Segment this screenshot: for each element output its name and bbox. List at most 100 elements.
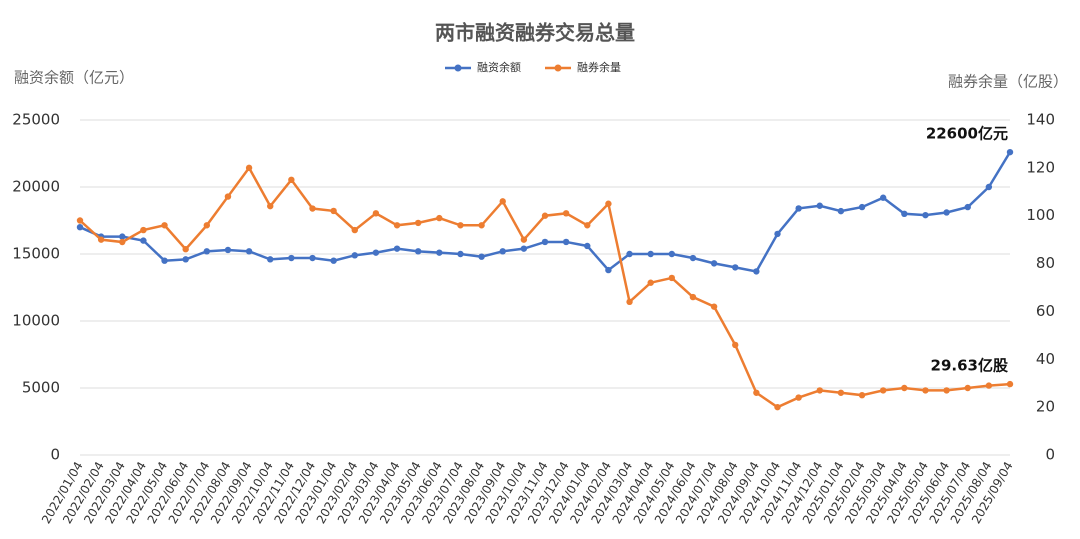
point: [985, 183, 993, 191]
point: [182, 246, 189, 253]
y-tick-label: 25000: [12, 111, 60, 129]
point: [689, 254, 697, 262]
point: [901, 384, 908, 392]
point: [119, 238, 126, 246]
point: [267, 202, 274, 210]
point: [605, 266, 612, 274]
y2-tick-label: 120: [1026, 158, 1055, 176]
point: [753, 389, 760, 396]
y-tick-label: 15000: [12, 245, 60, 263]
point: [584, 242, 591, 250]
point: [901, 210, 908, 217]
point: [964, 384, 971, 392]
y-tick-label: 10000: [12, 312, 60, 330]
legend-marker: [554, 64, 562, 72]
end-label: 22600亿元: [926, 125, 1008, 143]
point: [393, 222, 401, 229]
point: [351, 226, 358, 234]
point: [457, 222, 464, 229]
point: [330, 257, 337, 264]
point: [203, 248, 211, 255]
point: [879, 194, 887, 201]
point: [541, 212, 549, 219]
point: [457, 250, 464, 258]
point: [140, 226, 147, 234]
point: [499, 198, 506, 205]
point: [393, 245, 401, 252]
point: [795, 205, 802, 212]
point: [858, 391, 866, 399]
legend-label: 融资余额: [477, 60, 521, 74]
y2-tick-label: 40: [1036, 350, 1055, 368]
point: [245, 248, 253, 255]
point: [1006, 148, 1014, 156]
point: [774, 230, 781, 238]
point: [203, 222, 211, 229]
point: [372, 249, 380, 256]
point: [647, 279, 654, 286]
point: [562, 210, 570, 217]
point: [478, 222, 485, 229]
point: [626, 250, 633, 258]
point: [436, 214, 443, 222]
point: [414, 219, 422, 227]
point: [668, 250, 676, 258]
point: [753, 268, 760, 275]
y2-tick-label: 20: [1036, 398, 1055, 416]
point: [858, 203, 866, 211]
y2-tick-label: 80: [1036, 254, 1055, 272]
point: [710, 260, 718, 267]
point: [119, 233, 126, 240]
point: [245, 164, 253, 172]
point: [647, 250, 654, 258]
point: [943, 387, 950, 394]
point: [478, 253, 485, 260]
point: [774, 403, 781, 411]
point: [351, 252, 358, 259]
point: [879, 387, 887, 394]
point: [288, 254, 295, 262]
point: [816, 387, 823, 394]
legend-marker: [454, 64, 462, 72]
y2-axis-title: 融券余量（亿股）: [948, 73, 1068, 91]
point: [605, 200, 612, 207]
point: [520, 245, 528, 252]
point: [668, 274, 676, 282]
point: [541, 238, 549, 246]
legend-label: 融券余量: [577, 60, 621, 74]
point: [710, 303, 718, 310]
point: [943, 209, 950, 216]
point: [414, 248, 422, 255]
point: [732, 264, 739, 271]
point: [795, 394, 802, 401]
y2-tick-label: 140: [1026, 111, 1055, 129]
y-tick-label: 5000: [22, 379, 60, 397]
point: [224, 193, 232, 200]
chart-title: 两市融资融券交易总量: [435, 21, 635, 45]
y2-tick-label: 60: [1036, 302, 1055, 320]
point: [182, 256, 189, 263]
y-tick-label: 0: [50, 446, 60, 464]
point: [837, 389, 845, 396]
y2-tick-label: 100: [1026, 206, 1055, 224]
point: [985, 382, 993, 389]
point: [76, 224, 84, 231]
point: [922, 387, 929, 394]
y2-tick-label: 0: [1045, 446, 1055, 464]
point: [76, 217, 84, 224]
point: [562, 238, 570, 246]
point: [161, 222, 168, 229]
end-label: 29.63亿股: [931, 357, 1009, 375]
point: [309, 254, 316, 262]
point: [520, 236, 528, 243]
point: [689, 293, 697, 301]
point: [372, 210, 380, 217]
point: [288, 176, 295, 184]
point: [436, 249, 443, 256]
legend: 融资余额 融券余量: [445, 60, 621, 74]
point: [816, 202, 823, 209]
y-tick-label: 20000: [12, 178, 60, 196]
point: [922, 211, 929, 219]
